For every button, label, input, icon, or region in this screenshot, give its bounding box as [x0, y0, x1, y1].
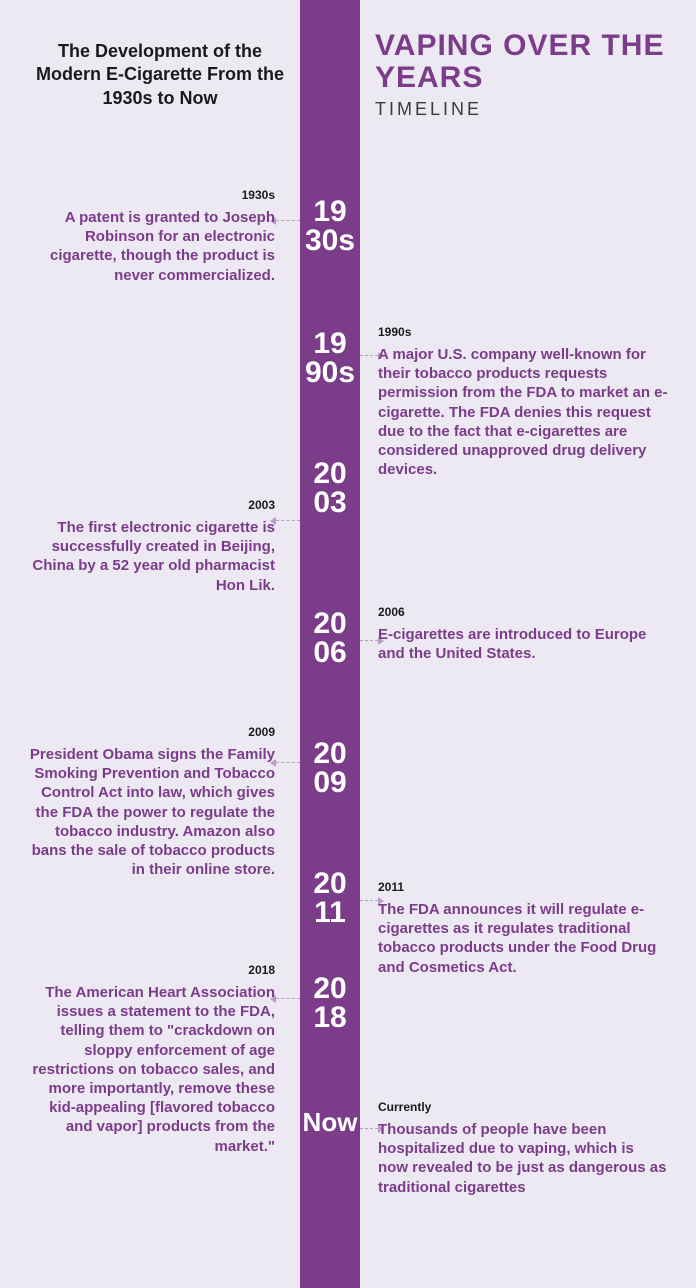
timeline-entry: 2006 E-cigarettes are introduced to Europ…	[378, 605, 668, 663]
timeline-entry: 2018 The American Heart Association issue…	[20, 963, 275, 1156]
timeline-entry-year: 1930s	[20, 188, 275, 202]
timeline-spine-year: Now	[295, 1110, 365, 1135]
timeline-entry-text: The American Heart Association issues a …	[20, 983, 275, 1156]
timeline-spine-year: 20 18	[295, 975, 365, 1032]
page-subtitle: TIMELINE	[375, 99, 675, 120]
timeline-entry-year: 2011	[378, 880, 668, 894]
timeline-entry-text: The first electronic cigarette is succes…	[20, 518, 275, 595]
timeline-entry-year: 2006	[378, 605, 668, 619]
timeline-spine-year: 19 90s	[295, 330, 365, 387]
timeline-entry-year: 1990s	[378, 325, 668, 339]
timeline-entry-text: A major U.S. company well-known for thei…	[378, 345, 668, 479]
timeline-spine-year: 19 30s	[295, 198, 365, 255]
header-left-title: The Development of the Modern E-Cigarett…	[30, 40, 290, 110]
timeline-entry-text: President Obama signs the Family Smoking…	[20, 745, 275, 879]
timeline-spine-year: 20 09	[295, 740, 365, 797]
timeline-entry: Currently Thousands of people have been h…	[378, 1100, 668, 1197]
timeline-spine-year: 20 11	[295, 870, 365, 927]
timeline-entry-text: A patent is granted to Joseph Robinson f…	[20, 208, 275, 285]
timeline-entry-year: 2003	[20, 498, 275, 512]
timeline-entry-year: 2018	[20, 963, 275, 977]
timeline-spine-year: 20 03	[295, 460, 365, 517]
timeline-entry-year: Currently	[378, 1100, 668, 1114]
timeline-entry-year: 2009	[20, 725, 275, 739]
timeline-spine-year: 20 06	[295, 610, 365, 667]
timeline-entry: 1990s A major U.S. company well-known for…	[378, 325, 668, 479]
timeline-entry-text: The FDA announces it will regulate e-cig…	[378, 900, 668, 977]
timeline-entry-text: Thousands of people have been hospitaliz…	[378, 1120, 668, 1197]
header-right: VAPING OVER THE YEARS TIMELINE	[375, 30, 675, 120]
page-title: VAPING OVER THE YEARS	[375, 30, 675, 93]
timeline-entry: 2009 President Obama signs the Family Smo…	[20, 725, 275, 879]
timeline-entry-text: E-cigarettes are introduced to Europe an…	[378, 625, 668, 663]
timeline-entry: 2011 The FDA announces it will regulate e…	[378, 880, 668, 977]
timeline-entry: 1930s A patent is granted to Joseph Robin…	[20, 188, 275, 285]
timeline-entry: 2003 The first electronic cigarette is su…	[20, 498, 275, 595]
timeline-connector	[276, 520, 300, 521]
